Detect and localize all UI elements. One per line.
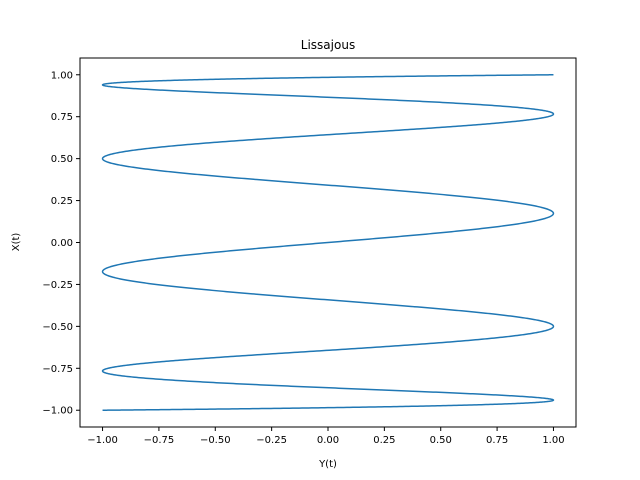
- x-tick-label: −0.75: [144, 435, 175, 446]
- y-tick-label: −0.50: [42, 322, 73, 333]
- y-axis-ticks: −1.00 −0.75 −0.50 −0.25 0.00 0.25 0.50 0.75 1.00: [42, 70, 80, 417]
- x-tick-label: 0.25: [373, 435, 395, 446]
- x-tick-label: 1.00: [542, 435, 564, 446]
- y-tick-label: −1.00: [42, 406, 73, 417]
- x-tick-label: −0.25: [256, 435, 287, 446]
- x-tick-label: 0.00: [317, 435, 339, 446]
- y-tick-label: −0.75: [42, 364, 73, 375]
- y-tick-label: 0.50: [51, 154, 73, 165]
- y-tick-label: 1.00: [51, 70, 73, 81]
- y-axis-label: X(t): [11, 233, 22, 252]
- y-tick-label: −0.25: [42, 280, 73, 291]
- chart-title: Lissajous: [301, 38, 355, 52]
- x-axis-ticks: −1.00 −0.75 −0.50 −0.25 0.00 0.25 0.50 0.75 1.00: [87, 427, 565, 446]
- y-tick-label: 0.00: [51, 238, 73, 249]
- y-tick-label: 0.25: [51, 196, 73, 207]
- plot-area: [101, 74, 555, 411]
- lissajous-curve: [101, 74, 555, 411]
- x-axis-label: Y(t): [318, 459, 337, 470]
- x-tick-label: −1.00: [87, 435, 118, 446]
- y-tick-label: 0.75: [51, 112, 73, 123]
- x-tick-label: −0.50: [200, 435, 231, 446]
- x-tick-label: 0.75: [486, 435, 508, 446]
- x-tick-label: 0.50: [430, 435, 452, 446]
